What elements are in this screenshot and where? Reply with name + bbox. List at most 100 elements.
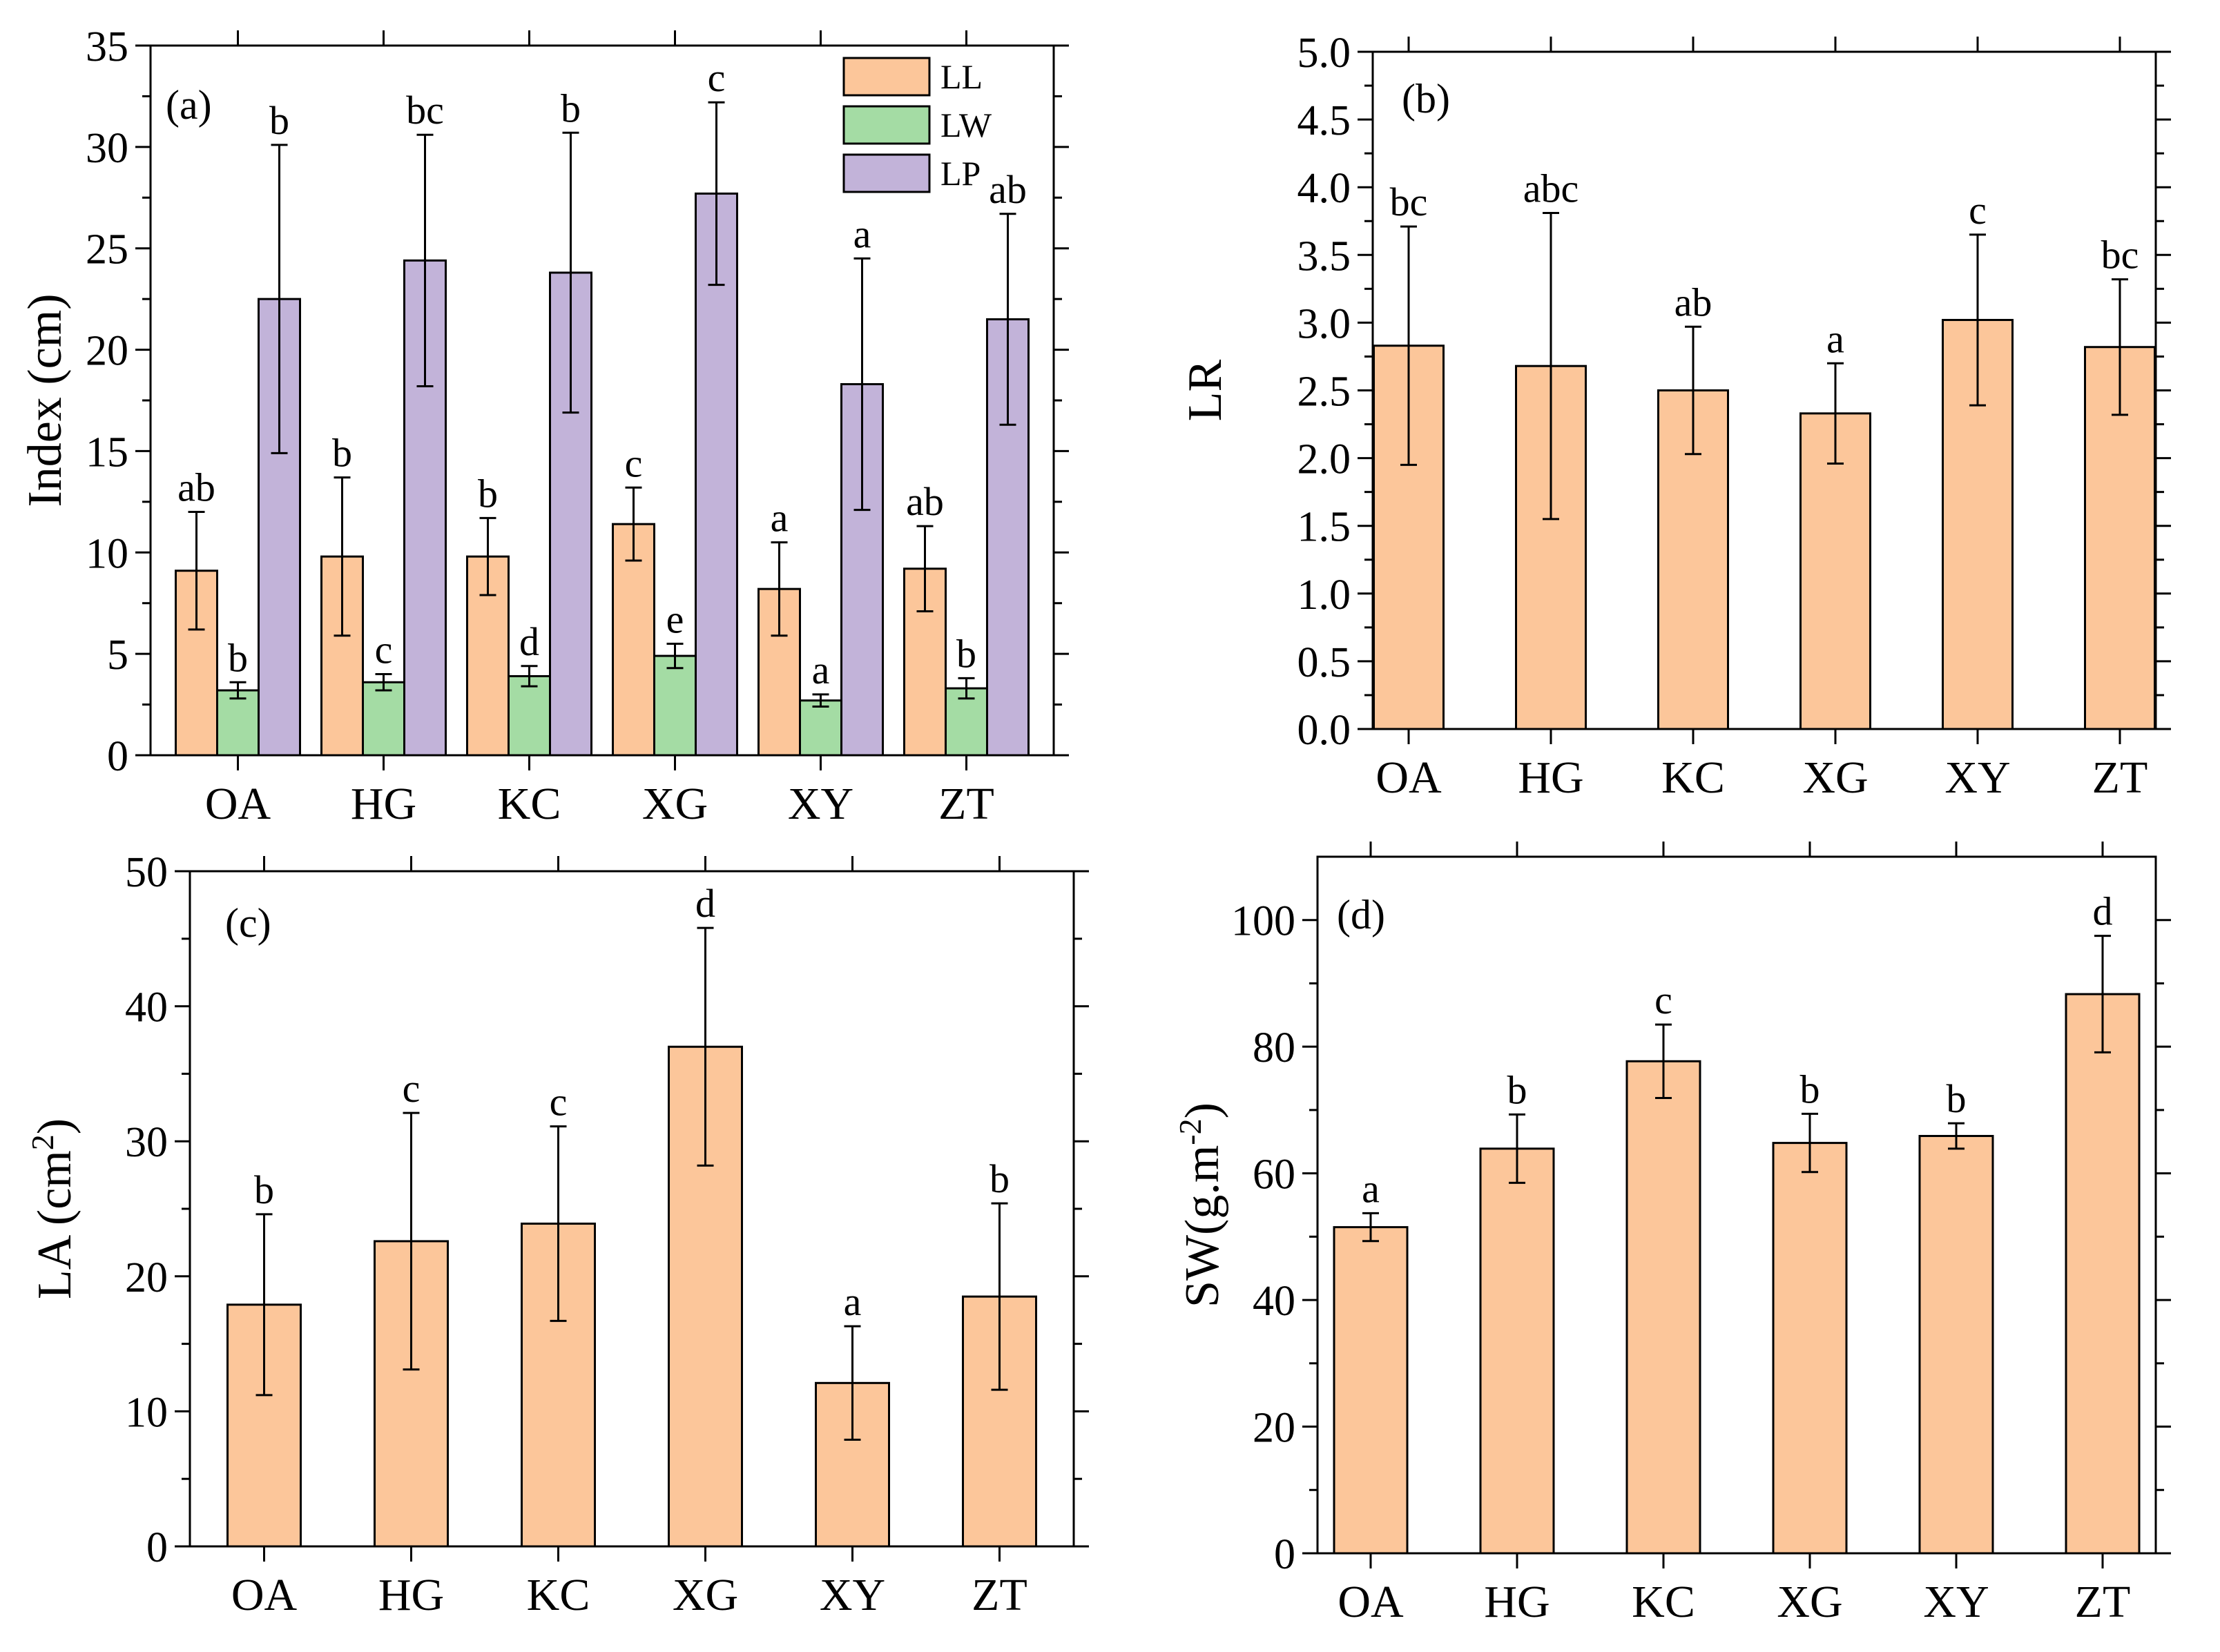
panel-a-panel-label: (a) (166, 82, 212, 128)
panel-d-ytick-label: 20 (1253, 1405, 1295, 1452)
panel-b-category-label: KC (1661, 752, 1725, 803)
panel-b-category-label: ZT (2092, 752, 2148, 803)
legend-label-ll: LL (940, 57, 983, 96)
panel-b-ytick-label: 4.0 (1297, 165, 1351, 212)
panel-c-ytick-label: 50 (125, 849, 168, 896)
panel-c-category-label: KC (527, 1570, 590, 1620)
panel-d-bar-value (1918, 1135, 1994, 1555)
legend-swatch-lp (842, 153, 931, 193)
panel-a-category-label: KC (498, 779, 561, 829)
panel-b-significance-letter: c (1969, 188, 1987, 233)
panel-d-bar-value (1772, 1142, 1848, 1555)
panel-d-bar-value (1333, 1226, 1409, 1555)
panel-c-panel-label: (c) (225, 900, 271, 946)
panel-a-significance-letter: b (561, 86, 581, 130)
panel-a-significance-letter: bc (406, 88, 444, 133)
panel-a-significance-letter: ab (177, 465, 215, 510)
panel-a-ytick-label: 5 (107, 632, 128, 679)
panel-d-bar-value (2065, 993, 2141, 1555)
panel-b-significance-letter: ab (1674, 280, 1712, 324)
panel-a-y-axis-title: Index (cm) (19, 293, 72, 507)
panel-d-bar-value (1479, 1147, 1555, 1555)
panel-c-category-label: OA (231, 1570, 298, 1620)
panel-d-category-label: XG (1777, 1577, 1842, 1627)
panel-d-ytick-label: 60 (1253, 1151, 1295, 1198)
panel-c-ytick-label: 30 (125, 1119, 168, 1166)
panel-a-significance-letter: a (853, 211, 871, 256)
panel-d-plot-frame (1316, 855, 2157, 1555)
panel-d-significance-letter: a (1362, 1166, 1380, 1211)
panel-c-ytick-label: 20 (125, 1254, 168, 1301)
panel-a-ytick-label: 15 (86, 429, 128, 476)
panel-b-category-label: XY (1944, 752, 2010, 803)
panel-b-significance-letter: a (1826, 316, 1844, 361)
panel-b-ytick-label: 4.5 (1297, 97, 1351, 144)
panel-d-significance-letter: c (1654, 978, 1672, 1022)
legend-label-lw: LW (940, 106, 992, 144)
panel-a-ytick-label: 0 (107, 733, 128, 780)
panel-a-category-label: ZT (938, 779, 994, 829)
panel-b-ytick-label: 0.5 (1297, 639, 1351, 686)
panel-a-bar-lw (362, 681, 405, 757)
panel-b-category-label: XG (1802, 752, 1868, 803)
panel-a-significance-letter: a (812, 648, 830, 692)
panel-a-ytick-label: 20 (86, 328, 128, 375)
panel-a-bar-lp (986, 318, 1030, 757)
legend-swatch-lw (842, 105, 931, 145)
panel-b-ytick-label: 3.0 (1297, 300, 1351, 347)
panel-c-ytick-label: 40 (125, 984, 168, 1031)
panel-a-significance-letter: b (269, 98, 289, 143)
panel-a-index-chart: 05101520253035OAabbbHGbcbcKCbdbXGcecXYaa… (19, 23, 1069, 829)
panel-d-category-label: ZT (2075, 1577, 2131, 1627)
panel-d-category-label: OA (1338, 1577, 1404, 1627)
panel-c-significance-letter: c (403, 1066, 421, 1111)
panel-a-ytick-label: 25 (86, 226, 128, 273)
panel-b-ytick-label: 2.0 (1297, 436, 1351, 483)
panel-a-significance-letter: ab (989, 167, 1027, 212)
panel-b-bar-value (1799, 412, 1871, 730)
panel-a-significance-letter: b (478, 471, 498, 516)
panel-a-category-label: HG (351, 779, 416, 829)
panel-c-category-label: XG (673, 1570, 738, 1620)
panel-a-significance-letter: a (771, 496, 789, 541)
panel-c-la-chart: 0 10 20 30 40 50 OA b HG c KC c XG d XY a ZT b (c) LA (cm2) (25, 849, 1089, 1620)
panel-a-category-label: OA (205, 779, 271, 829)
panel-b-ytick-label: 5.0 (1297, 30, 1351, 77)
panel-a-significance-letter: e (666, 596, 684, 641)
panel-b-y-axis-title: LR (1179, 359, 1232, 421)
panel-b-lr-chart: 0.0 0.5 1.0 1.5 2.0 2.5 3.0 3.5 4.0 4.5 5.0 OA bc HG a… (1179, 30, 2171, 803)
panel-a-significance-letter: ab (906, 479, 944, 524)
panel-b-ytick-label: 2.5 (1297, 369, 1351, 416)
panel-a-significance-letter: b (956, 631, 976, 676)
panel-b-ytick-label: 1.5 (1297, 504, 1351, 551)
panel-b-category-label: OA (1376, 752, 1442, 803)
panel-d-y-axis-title: SW(g.m-2) (1172, 1102, 1230, 1308)
panel-a-bar-lw (653, 654, 697, 757)
panel-c-plot-frame (189, 870, 1075, 1548)
panel-a-category-label: XG (642, 779, 708, 829)
panel-d-significance-letter: b (1947, 1076, 1967, 1121)
panel-a-ytick-label: 35 (86, 23, 128, 70)
panel-d-category-label: XY (1923, 1577, 1989, 1627)
panel-c-significance-letter: b (254, 1167, 274, 1212)
panel-d-category-label: KC (1632, 1577, 1695, 1627)
panel-a-bar-lw (799, 699, 842, 757)
panel-c-ytick-label: 10 (125, 1389, 168, 1436)
panel-d-ytick-label: 80 (1253, 1024, 1295, 1071)
panel-b-panel-label: (b) (1402, 76, 1450, 122)
panel-a-category-label: XY (788, 779, 853, 829)
panel-a-bar-lw (508, 674, 551, 757)
panel-a-significance-letter: b (228, 635, 248, 680)
panel-c-category-label: HG (378, 1570, 444, 1620)
panel-a-ytick-label: 10 (86, 530, 128, 577)
panel-a-bar-lp (695, 192, 738, 757)
panel-c-ytick-label: 0 (146, 1524, 168, 1571)
panel-d-ytick-label: 0 (1274, 1531, 1295, 1578)
panel-d-ytick-label: 40 (1253, 1278, 1295, 1325)
panel-c-y-axis-title: LA (cm2) (25, 1118, 82, 1299)
panel-d-significance-letter: d (2093, 889, 2113, 934)
panel-c-category-label: XY (820, 1570, 885, 1620)
panel-a-significance-letter: c (625, 440, 643, 485)
panel-b-category-label: HG (1518, 752, 1583, 803)
